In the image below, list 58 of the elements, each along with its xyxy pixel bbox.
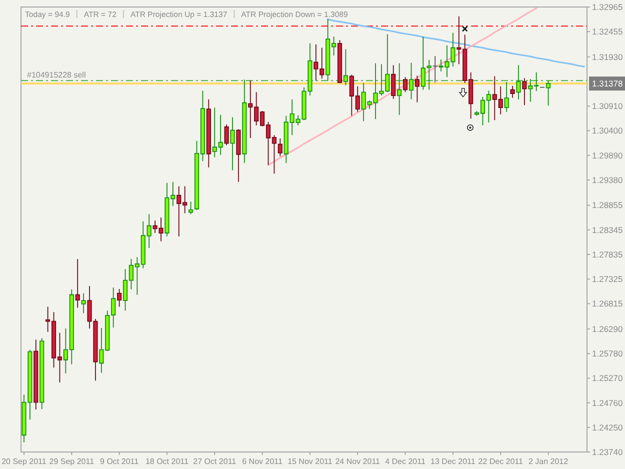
candlestick — [34, 339, 38, 410]
candlestick — [75, 258, 80, 308]
candlestick — [236, 128, 241, 182]
candlestick — [242, 79, 247, 164]
candlestick — [40, 338, 44, 410]
y-tick-label: 1.31930 — [592, 52, 623, 62]
ref-line-label: 1.31378 — [592, 78, 623, 89]
candlestick — [504, 82, 509, 112]
x-tick-label: 20 Sep 2011 — [2, 457, 47, 466]
y-tick-label: 1.27325 — [592, 274, 623, 284]
ref-line-label: #104915228 sell — [27, 70, 86, 80]
y-tick-label: 1.29380 — [592, 174, 623, 185]
candlestick — [337, 40, 342, 84]
x-tick-label: 9 Oct 2011 — [100, 457, 140, 466]
candlestick — [402, 76, 408, 93]
y-tick-label: 1.24250 — [592, 422, 623, 432]
candlestick — [230, 116, 235, 171]
y-tick-label: 1.28345 — [592, 224, 623, 235]
candlestick — [278, 138, 282, 157]
x-tick-label: 4 Dec 2011 — [385, 457, 426, 466]
candlestick — [391, 64, 396, 100]
y-tick-label: 1.27835 — [592, 249, 623, 260]
candlestick — [117, 288, 122, 308]
candlestick — [81, 292, 86, 314]
x-tick-label: 29 Sep 2011 — [49, 457, 95, 466]
x-tick-label: 2 Jan 2012 — [528, 457, 569, 466]
y-tick-label: 1.28855 — [592, 200, 623, 210]
y-tick-label: 1.32965 — [592, 2, 623, 12]
x-tick-label: 6 Nov 2011 — [242, 457, 284, 466]
candlestick — [397, 62, 402, 116]
x-tick-label: 27 Oct 2011 — [193, 457, 237, 466]
candlestick — [510, 85, 515, 98]
y-tick-label: 1.25780 — [592, 348, 623, 359]
y-tick-label: 1.29890 — [592, 150, 623, 160]
y-tick-label: 1.30400 — [592, 126, 623, 136]
x-tick-label: 22 Dec 2011 — [478, 457, 524, 466]
x-tick-label: 18 Oct 2011 — [145, 457, 190, 466]
x-tick-label: 15 Nov 2011 — [288, 457, 333, 466]
y-tick-label: 1.32455 — [592, 26, 623, 37]
line-series — [327, 18, 585, 68]
y-tick-label: 1.26815 — [592, 298, 623, 309]
candlestick — [522, 78, 527, 106]
candlestick — [343, 48, 348, 86]
y-tick-label: 1.30910 — [592, 101, 623, 112]
candlestick — [546, 80, 551, 106]
candlestick — [432, 56, 438, 83]
y-tick-label: 1.26290 — [592, 324, 623, 334]
y-tick-label: 1.23740 — [592, 446, 623, 457]
x-tick-label: 24 Nov 2011 — [335, 457, 381, 466]
candlestick — [224, 124, 229, 146]
candlestick — [408, 62, 414, 100]
y-tick-label: 1.25270 — [592, 373, 623, 384]
candlestick — [206, 98, 211, 168]
x-tick-label: 13 Dec 2011 — [430, 457, 476, 466]
candlestick — [188, 201, 194, 215]
candlestick — [516, 64, 521, 100]
y-tick-label: 1.24760 — [592, 398, 623, 408]
candlestick — [414, 75, 420, 103]
